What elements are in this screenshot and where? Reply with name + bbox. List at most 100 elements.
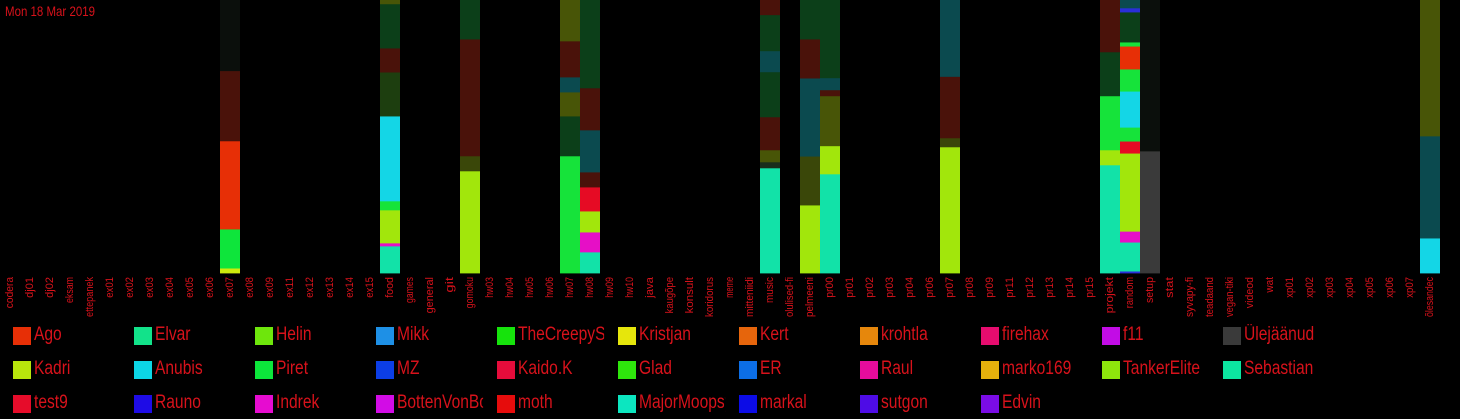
x-tick-label: hw05 bbox=[524, 277, 536, 298]
legend-label: Rauno bbox=[155, 392, 201, 413]
legend-swatch bbox=[739, 395, 757, 413]
legend-swatch bbox=[134, 327, 152, 345]
x-tick-label: pr11 bbox=[1004, 277, 1016, 298]
x-tick-label: hw10 bbox=[624, 277, 636, 298]
legend-label: Sebastian bbox=[1244, 358, 1314, 379]
legend-label: BottenVonBot bbox=[397, 392, 484, 413]
bar-segment-ex07-1 bbox=[220, 229, 240, 269]
legend-label: sutgon bbox=[881, 392, 928, 413]
bar-segment-hw08-7 bbox=[580, 0, 600, 89]
bar-segment-hw08-2 bbox=[580, 211, 600, 233]
x-tick-label: games bbox=[404, 277, 416, 303]
x-tick-label: projekt bbox=[1104, 277, 1116, 313]
legend-swatch bbox=[618, 327, 636, 345]
x-tick-label: syvapy-fi bbox=[1184, 277, 1196, 317]
bar-segment-hw07-3 bbox=[560, 76, 580, 93]
x-tick-label: xp06 bbox=[1384, 277, 1396, 298]
bar-segment-pelmeeni-3 bbox=[800, 39, 820, 79]
x-tick-label: codera bbox=[4, 276, 16, 308]
legend-swatch bbox=[255, 327, 273, 345]
x-tick-label: xp04 bbox=[1344, 277, 1356, 298]
x-tick-label: vegan-tiki bbox=[1224, 277, 1236, 317]
legend-label: Anubis bbox=[155, 358, 203, 379]
legend-swatch bbox=[497, 395, 515, 413]
bar-segment-random-9 bbox=[1120, 42, 1140, 47]
bar-segment-pr07-3 bbox=[940, 0, 960, 77]
bar-segment-gomoku-0 bbox=[460, 170, 480, 274]
legend-label: Ago bbox=[34, 324, 62, 345]
x-tick-label: stat bbox=[1164, 277, 1176, 298]
legend-swatch bbox=[134, 395, 152, 413]
x-tick-label: pr15 bbox=[1084, 277, 1096, 298]
x-tick-label: java bbox=[644, 276, 656, 299]
bar-segment-setup-1 bbox=[1140, 0, 1160, 152]
x-tick-label: pr13 bbox=[1044, 277, 1056, 298]
bar-segment-hw07-4 bbox=[560, 40, 580, 78]
x-tick-label: ettepanek bbox=[84, 277, 96, 317]
bar-segment-gomoku-3 bbox=[460, 0, 480, 40]
x-tick-label: pr00 bbox=[824, 277, 836, 298]
bar-segment-õlesandec-0 bbox=[1420, 238, 1440, 274]
x-tick-label: olulised-fi bbox=[784, 277, 796, 317]
bar-segment-food-6 bbox=[380, 48, 400, 73]
x-tick-label: random bbox=[1124, 277, 1136, 308]
legend-swatch bbox=[376, 395, 394, 413]
legend-swatch bbox=[497, 327, 515, 345]
legend-label: TankerElite bbox=[1123, 358, 1201, 379]
legend-swatch bbox=[860, 395, 878, 413]
x-tick-label: pelmeeni bbox=[804, 277, 816, 317]
legend-label: Raul bbox=[881, 358, 914, 379]
legend-swatch bbox=[739, 327, 757, 345]
bar-segment-random-2 bbox=[1120, 231, 1140, 243]
bar-segment-pr00-2 bbox=[820, 95, 840, 147]
bar-segment-hw08-6 bbox=[580, 87, 600, 131]
bar-segment-music-6 bbox=[760, 14, 780, 52]
bar-segment-food-8 bbox=[380, 0, 400, 5]
bar-segment-music-0 bbox=[760, 167, 780, 274]
legend-swatch bbox=[376, 361, 394, 379]
x-tick-label: ex08 bbox=[244, 277, 256, 298]
legend-swatch bbox=[618, 395, 636, 413]
bar-segment-food-7 bbox=[380, 3, 400, 49]
x-tick-label: pr14 bbox=[1064, 277, 1076, 298]
bar-segment-pelmeeni-2 bbox=[800, 78, 820, 157]
bar-segment-hw07-5 bbox=[560, 0, 580, 42]
bar-segment-hw08-0 bbox=[580, 251, 600, 274]
date-label: Mon 18 Mar 2019 bbox=[5, 3, 95, 19]
legend-label: Kristjan bbox=[639, 324, 691, 345]
bar-segment-random-10 bbox=[1120, 12, 1140, 43]
x-tick-label: xp03 bbox=[1324, 277, 1336, 298]
bar-segment-food-4 bbox=[380, 116, 400, 202]
legend-label: Ülejäänud bbox=[1244, 324, 1315, 345]
legend-label: MajorMoopsy bbox=[639, 392, 726, 413]
bar-segment-hw08-4 bbox=[580, 171, 600, 188]
legend-swatch bbox=[376, 327, 394, 345]
bar-segment-pr07-1 bbox=[940, 137, 960, 148]
legend-swatch bbox=[1223, 327, 1241, 345]
bar-segment-õlesandec-1 bbox=[1420, 135, 1440, 239]
legend-swatch bbox=[13, 327, 31, 345]
bar-segment-food-3 bbox=[380, 200, 400, 211]
bar-segment-gomoku-1 bbox=[460, 155, 480, 172]
legend-swatch bbox=[1223, 361, 1241, 379]
legend-label: Elvar bbox=[155, 324, 191, 345]
bar-segment-music-3 bbox=[760, 116, 780, 151]
legend-swatch bbox=[255, 361, 273, 379]
bar-segment-ex07-0 bbox=[220, 268, 240, 274]
bar-segment-pelmeeni-0 bbox=[800, 205, 820, 274]
x-tick-label: konsult bbox=[684, 277, 696, 313]
x-tick-label: dj01 bbox=[24, 277, 36, 298]
bar-segment-food-1 bbox=[380, 242, 400, 247]
legend-swatch bbox=[255, 395, 273, 413]
x-tick-label: xp07 bbox=[1404, 277, 1416, 298]
bar-segment-pelmeeni-1 bbox=[800, 156, 820, 206]
legend-label: ER bbox=[760, 358, 782, 379]
x-tick-label: ex01 bbox=[104, 277, 116, 298]
x-tick-label: ex03 bbox=[144, 277, 156, 298]
legend-swatch bbox=[618, 361, 636, 379]
bar-segment-hw07-1 bbox=[560, 116, 580, 157]
x-tick-label: mitteniidi bbox=[744, 277, 756, 317]
legend-label: test9 bbox=[34, 392, 68, 413]
x-tick-label: pr08 bbox=[964, 277, 976, 298]
x-tick-label: hw07 bbox=[564, 277, 576, 298]
